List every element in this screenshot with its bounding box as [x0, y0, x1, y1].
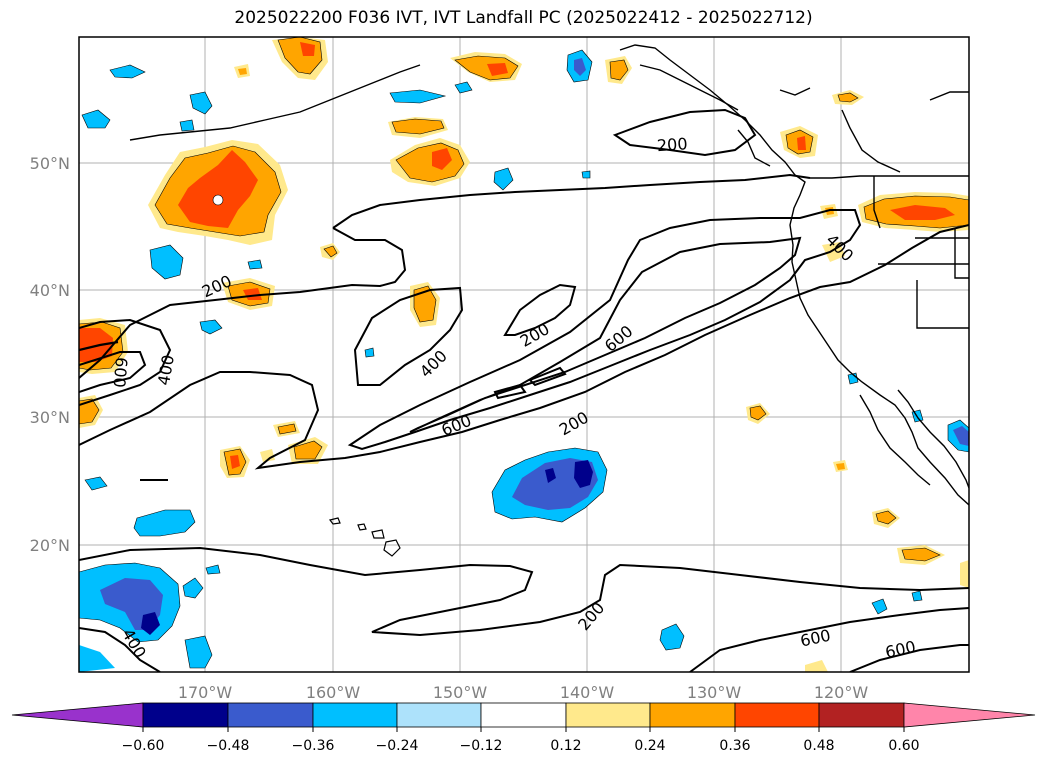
colorbar-segment — [649, 702, 736, 728]
lon-tick-label: 150°W — [433, 683, 488, 702]
colorbar-tick-label: −0.12 — [460, 738, 503, 754]
colorbar-segment — [142, 702, 229, 728]
colorbar-segment — [480, 702, 567, 728]
ivt-contours — [79, 108, 969, 672]
contour-200-nw-loop — [612, 108, 757, 157]
map-title: 2025022200 F036 IVT, IVT Landfall PC (20… — [234, 8, 813, 28]
colorbar — [11, 702, 1036, 728]
colorbar-extend-min — [11, 702, 144, 728]
colorbar-segment — [227, 702, 314, 728]
north-american-coast — [619, 44, 969, 506]
colorbar-tick-label: 0.48 — [803, 738, 834, 754]
contour-400-south — [79, 627, 161, 672]
colorbar-segment — [734, 702, 820, 728]
colorbar-segment — [818, 702, 905, 728]
colorbar-segment — [565, 702, 651, 728]
lon-tick-label: 120°W — [814, 683, 869, 702]
colorbar-segment — [396, 702, 482, 728]
lat-tick-label: 20°N — [30, 536, 70, 555]
lon-tick-labels: 170°W 160°W 150°W 140°W 130°W 120°W — [178, 683, 869, 702]
colorbar-tick-label: 0.24 — [634, 738, 665, 754]
contour-label: 600 — [109, 356, 131, 388]
contour-label: 200 — [656, 134, 688, 155]
contour-200-large — [79, 224, 969, 470]
colorbar-ticks — [142, 727, 905, 732]
contour-200-mid-loop — [503, 283, 577, 336]
hawaiian-islands — [140, 479, 401, 557]
colorbar-tick-labels: −0.60 −0.48 −0.36 −0.24 −0.12 0.12 0.24 … — [122, 738, 920, 754]
contour-200-south — [79, 546, 969, 637]
colorbar-tick-label: −0.48 — [207, 738, 250, 754]
lon-tick-label: 130°W — [687, 683, 742, 702]
lon-tick-label: 170°W — [178, 683, 233, 702]
lat-tick-labels: 50°N 40°N 30°N 20°N — [30, 154, 70, 555]
contour-600-band — [409, 236, 802, 433]
lon-tick-label: 160°W — [306, 683, 361, 702]
contour-400-band — [347, 209, 862, 451]
contour-600-west — [79, 351, 147, 393]
lat-tick-label: 40°N — [30, 281, 70, 300]
coastlines — [129, 44, 969, 506]
contour-200-top — [332, 173, 811, 229]
colorbar-tick-label: 0.36 — [719, 738, 750, 754]
map-panel — [79, 37, 969, 672]
contour-600-south — [849, 644, 969, 672]
lon-tick-label: 140°W — [560, 683, 615, 702]
colorbar-tick-label: −0.24 — [376, 738, 419, 754]
colorbar-extend-max — [903, 702, 1036, 728]
colorbar-tick-label: 0.12 — [550, 738, 581, 754]
contour-400-loop — [353, 286, 464, 386]
colorbar-tick-label: −0.60 — [122, 738, 165, 754]
negative-anomaly-fields — [79, 49, 969, 672]
colorbar-tick-label: −0.36 — [292, 738, 335, 754]
colorbar-tick-label: 0.60 — [888, 738, 919, 754]
lat-tick-label: 30°N — [30, 408, 70, 427]
lat-tick-label: 50°N — [30, 154, 70, 173]
positive-anomaly-fields — [79, 37, 969, 672]
colorbar-segment — [312, 702, 398, 728]
map-frame — [78, 36, 970, 673]
